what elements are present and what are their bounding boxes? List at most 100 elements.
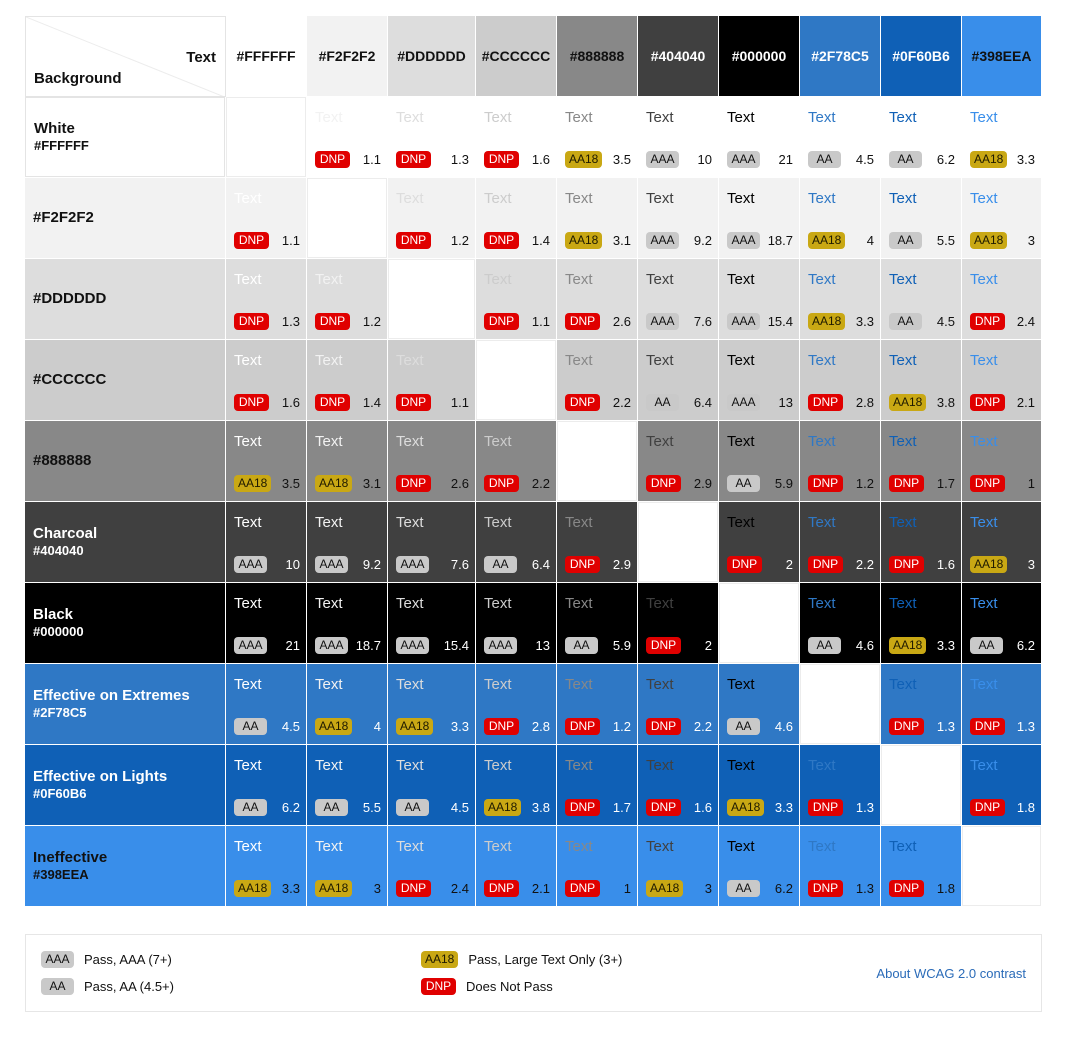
rating-badge: DNP — [889, 718, 924, 735]
row-name: #DDDDDD — [33, 290, 107, 307]
contrast-ratio: 3.1 — [362, 476, 381, 491]
contrast-ratio: 1.7 — [936, 476, 955, 491]
row-name: White — [34, 120, 75, 137]
rating-badge: AA — [970, 637, 1003, 654]
legend-item-aa18: AA18 Pass, Large Text Only (3+) — [421, 951, 622, 968]
contrast-matrix: Text Background #FFFFFF #F2F2F2 #DDDDDD #CC… — [25, 16, 1042, 907]
sample-text: Text — [315, 757, 343, 774]
column-header: #CCCCCC — [476, 16, 556, 96]
contrast-cell: Text AA 4.5 — [388, 745, 475, 825]
sample-text: Text — [234, 757, 262, 774]
contrast-cell: Text DNP 2.6 — [388, 421, 475, 501]
empty-cell — [962, 826, 1041, 906]
contrast-cell: Text DNP 2.4 — [388, 826, 475, 906]
empty-cell — [638, 502, 718, 582]
column-header: #DDDDDD — [388, 16, 475, 96]
contrast-cell: Text AAA 18.7 — [719, 178, 799, 258]
empty-cell — [557, 421, 637, 501]
rating-badge: AA — [727, 880, 760, 897]
contrast-ratio: 9.2 — [362, 557, 381, 572]
contrast-cell: Text AA 6.2 — [962, 583, 1041, 663]
sample-text: Text — [808, 595, 836, 612]
contrast-cell: Text AA18 3 — [962, 178, 1041, 258]
empty-cell — [476, 340, 556, 420]
wcag-contrast-link[interactable]: About WCAG 2.0 contrast — [876, 966, 1026, 981]
contrast-ratio: 1.2 — [612, 719, 631, 734]
sample-text: Text — [970, 514, 998, 531]
row-name: Charcoal — [33, 525, 98, 542]
contrast-cell: Text AA 4.6 — [719, 664, 799, 744]
contrast-ratio: 3.3 — [855, 314, 874, 329]
rating-badge: AA18 — [234, 475, 272, 492]
sample-text: Text — [646, 271, 674, 288]
rating-badge: DNP — [565, 556, 600, 573]
sample-text: Text — [727, 514, 755, 531]
contrast-ratio: 3.3 — [936, 638, 955, 653]
contrast-cell: Text AA 5.9 — [557, 583, 637, 663]
contrast-ratio: 21 — [778, 152, 793, 167]
rating-badge: DNP — [970, 718, 1005, 735]
corner-background-label: Background — [34, 70, 122, 87]
contrast-cell: Text AAA 15.4 — [719, 259, 799, 339]
rating-badge: AAA — [727, 151, 760, 168]
legend-item-aaa: AAA Pass, AAA (7+) — [41, 951, 172, 968]
rating-badge: DNP — [889, 880, 924, 897]
contrast-ratio: 5.5 — [936, 233, 955, 248]
contrast-ratio: 1.3 — [855, 800, 874, 815]
contrast-cell: Text AA 4.6 — [800, 583, 880, 663]
contrast-cell: Text DNP 2.1 — [476, 826, 556, 906]
contrast-ratio: 1.1 — [281, 233, 300, 248]
rating-badge: DNP — [808, 475, 843, 492]
contrast-cell: Text AA 4.5 — [881, 259, 961, 339]
contrast-ratio: 2.2 — [855, 557, 874, 572]
legend-badge-aa18: AA18 — [421, 951, 459, 968]
sample-text: Text — [484, 433, 512, 450]
contrast-cell: Text AA 6.2 — [719, 826, 799, 906]
contrast-cell: Text AA18 3 — [307, 826, 387, 906]
corner-text-label: Text — [186, 49, 216, 66]
sample-text: Text — [565, 514, 593, 531]
contrast-ratio: 1 — [1027, 476, 1035, 491]
contrast-cell: Text AAA 13 — [476, 583, 556, 663]
sample-text: Text — [565, 109, 593, 126]
contrast-cell: Text DNP 1 — [962, 421, 1041, 501]
contrast-ratio: 13 — [778, 395, 793, 410]
sample-text: Text — [808, 190, 836, 207]
sample-text: Text — [727, 433, 755, 450]
contrast-cell: Text DNP 1.8 — [881, 826, 961, 906]
rating-badge: DNP — [889, 475, 924, 492]
rating-badge: AAA — [646, 313, 679, 330]
rating-badge: DNP — [808, 799, 843, 816]
row-header: Ineffective #398EEA — [25, 826, 225, 906]
sample-text: Text — [396, 190, 424, 207]
contrast-cell: Text DNP 2 — [638, 583, 718, 663]
column-header: #398EEA — [962, 16, 1041, 96]
contrast-ratio: 1.2 — [450, 233, 469, 248]
contrast-cell: Text AA18 3 — [962, 502, 1041, 582]
contrast-ratio: 2.6 — [450, 476, 469, 491]
sample-text: Text — [646, 352, 674, 369]
contrast-cell: Text AA18 3.5 — [557, 97, 637, 177]
row-hex: #000000 — [33, 624, 84, 639]
contrast-ratio: 2.8 — [855, 395, 874, 410]
sample-text: Text — [727, 757, 755, 774]
sample-text: Text — [234, 433, 262, 450]
contrast-ratio: 6.4 — [531, 557, 550, 572]
contrast-ratio: 3.3 — [774, 800, 793, 815]
rating-badge: AA18 — [315, 718, 353, 735]
rating-badge: AA18 — [646, 880, 684, 897]
contrast-cell: Text DNP 2.2 — [557, 340, 637, 420]
rating-badge: AAA — [396, 637, 429, 654]
contrast-cell: Text AA 4.5 — [800, 97, 880, 177]
sample-text: Text — [315, 595, 343, 612]
contrast-cell: Text AAA 9.2 — [307, 502, 387, 582]
sample-text: Text — [315, 838, 343, 855]
contrast-ratio: 3.8 — [936, 395, 955, 410]
rating-badge: DNP — [315, 313, 350, 330]
contrast-ratio: 5.5 — [362, 800, 381, 815]
sample-text: Text — [234, 271, 262, 288]
column-header: #0F60B6 — [881, 16, 961, 96]
row-name: Effective on Lights — [33, 768, 168, 785]
column-header: #888888 — [557, 16, 637, 96]
sample-text: Text — [646, 109, 674, 126]
